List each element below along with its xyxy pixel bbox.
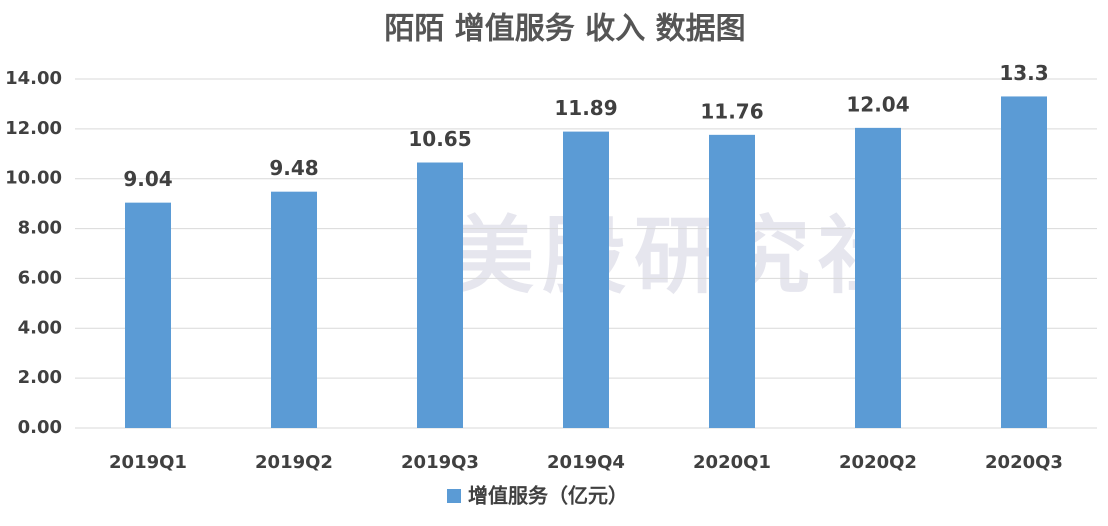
legend-label: 增值服务（亿元） xyxy=(468,484,628,508)
x-tick-label: 2019Q1 xyxy=(109,452,187,473)
x-tick-label: 2020Q3 xyxy=(985,452,1063,473)
bar xyxy=(271,191,317,428)
x-tick-label: 2020Q1 xyxy=(693,452,771,473)
x-tick-label: 2020Q2 xyxy=(839,452,917,473)
y-tick-label: 14.00 xyxy=(5,68,62,89)
bar xyxy=(709,134,755,428)
data-label: 11.76 xyxy=(700,99,763,123)
data-label: 13.3 xyxy=(999,61,1048,85)
watermark: 美股研究社 xyxy=(450,207,910,305)
y-tick-label: 12.00 xyxy=(5,118,62,139)
data-label: 9.48 xyxy=(269,156,318,180)
y-tick-label: 6.00 xyxy=(18,267,62,288)
data-label: 12.04 xyxy=(846,92,909,116)
bar xyxy=(417,162,463,428)
y-tick-label: 10.00 xyxy=(5,168,62,189)
bar xyxy=(563,131,609,428)
bar xyxy=(125,202,171,428)
y-tick-label: 8.00 xyxy=(18,218,62,239)
bar xyxy=(855,127,901,429)
x-tick-label: 2019Q4 xyxy=(547,452,625,473)
x-tick-label: 2019Q3 xyxy=(401,452,479,473)
y-tick-label: 2.00 xyxy=(18,367,62,388)
y-tick-label: 4.00 xyxy=(18,317,62,338)
bar xyxy=(1001,96,1047,428)
chart-title: 陌陌 增值服务 收入 数据图 xyxy=(384,12,745,47)
data-label: 9.04 xyxy=(123,167,172,191)
y-tick-label: 0.00 xyxy=(18,417,62,438)
data-label: 10.65 xyxy=(408,127,471,151)
x-tick-label: 2019Q2 xyxy=(255,452,333,473)
legend-swatch xyxy=(447,489,461,503)
data-label: 11.89 xyxy=(554,96,617,120)
